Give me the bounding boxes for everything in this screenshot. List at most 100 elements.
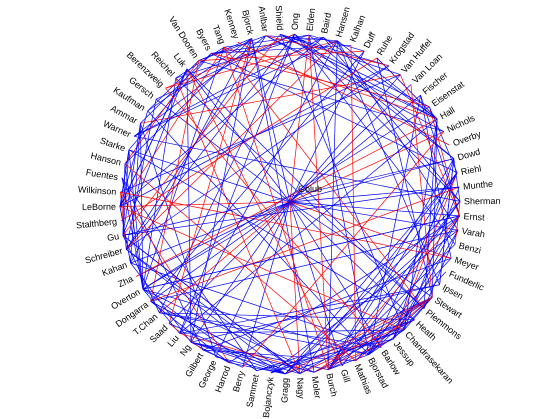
edge [308, 35, 329, 370]
edge [142, 78, 177, 290]
edge [190, 38, 253, 343]
edge [150, 301, 230, 363]
node-label: Starke [99, 135, 127, 153]
edge [124, 163, 144, 290]
edge [423, 230, 459, 309]
edge [150, 229, 459, 302]
edge [122, 186, 460, 236]
edge [228, 362, 286, 375]
edge [224, 46, 438, 120]
edge [313, 319, 415, 373]
edge [299, 172, 458, 374]
edge [211, 53, 430, 108]
edge [128, 149, 144, 290]
edge [140, 123, 217, 358]
edge [337, 40, 459, 231]
node-label: Shield [274, 5, 285, 31]
edge [119, 149, 130, 207]
edge [279, 34, 405, 331]
edge [242, 131, 445, 368]
node-label: Nagy [295, 377, 306, 399]
edge [190, 341, 286, 375]
node-label: Gill [339, 368, 353, 383]
edge [119, 47, 225, 207]
node-label: Hall [438, 105, 456, 121]
edge [159, 312, 369, 355]
edge [130, 123, 141, 264]
edge [134, 135, 461, 202]
hub-edge [289, 201, 343, 366]
edge [280, 33, 430, 108]
edge [124, 163, 357, 362]
node-label: Stalthberg [76, 216, 118, 230]
edge [202, 257, 452, 351]
node-label: Dowd [456, 147, 481, 163]
edge [439, 158, 455, 285]
node-label: Sherman [464, 196, 501, 207]
edge [119, 206, 405, 331]
node-label: Moler [310, 375, 323, 399]
node-label: Bjorck [240, 9, 255, 36]
edge [120, 57, 378, 222]
edge [376, 57, 438, 120]
edge [175, 46, 225, 79]
hub-edge [215, 201, 291, 358]
edge [142, 106, 430, 290]
edge [285, 201, 461, 375]
edge [175, 77, 425, 310]
edge [328, 296, 433, 370]
edge [175, 34, 310, 79]
edge [147, 38, 252, 112]
edge [429, 106, 460, 216]
edge [431, 118, 438, 298]
edge [120, 191, 452, 259]
node-label: Van Dooren [167, 15, 201, 60]
edge [355, 296, 433, 362]
edge [124, 38, 252, 164]
edge [168, 38, 253, 324]
edge [223, 46, 425, 310]
hub-edge [289, 35, 310, 203]
edge [122, 34, 281, 236]
edge [280, 33, 438, 120]
edge [190, 341, 315, 373]
node-label: Hanson [90, 150, 123, 167]
edge [150, 300, 286, 375]
edge [337, 40, 438, 120]
node-label: Tang [211, 24, 228, 46]
edge [119, 37, 324, 207]
node-label: Elden [305, 8, 318, 32]
edge [122, 149, 130, 236]
hub-label: Golub [298, 184, 322, 194]
edge [299, 296, 433, 375]
edge [299, 319, 415, 375]
node-label: Meyer [453, 255, 480, 272]
edge [308, 34, 365, 52]
edge [179, 118, 438, 334]
edge [125, 40, 338, 250]
edge [410, 84, 433, 298]
hub-edge [289, 201, 415, 321]
edge [341, 201, 461, 367]
edge [128, 53, 212, 151]
edge [125, 249, 301, 374]
edge [190, 284, 440, 343]
edge [122, 68, 188, 236]
node-label: Gu [106, 231, 120, 243]
hub-edge [150, 201, 291, 302]
node-label: Ng [178, 342, 193, 357]
edge [186, 68, 343, 366]
edge [392, 158, 455, 340]
node-label: Anlbar [257, 5, 271, 32]
edge [147, 110, 370, 355]
node-label: Berry [231, 369, 247, 393]
node-label: Luk [172, 51, 189, 69]
edge [142, 288, 180, 334]
edge [368, 329, 405, 355]
edge [328, 354, 369, 370]
edge [140, 53, 212, 124]
node-label: Zha [116, 274, 134, 290]
edge [256, 338, 394, 372]
edge [142, 288, 315, 373]
edge [150, 50, 365, 302]
